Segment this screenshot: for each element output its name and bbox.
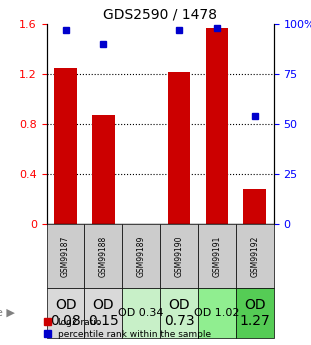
Bar xyxy=(244,189,266,224)
Text: OD
1.27: OD 1.27 xyxy=(239,298,270,328)
Bar xyxy=(206,28,228,224)
Text: OD
0.08: OD 0.08 xyxy=(50,298,81,328)
FancyBboxPatch shape xyxy=(198,224,236,288)
Text: GSM99191: GSM99191 xyxy=(212,236,221,277)
Text: OD
0.73: OD 0.73 xyxy=(164,298,194,328)
Bar xyxy=(54,68,77,224)
FancyBboxPatch shape xyxy=(122,288,160,338)
Text: OD 1.02: OD 1.02 xyxy=(194,308,240,318)
Text: GSM99192: GSM99192 xyxy=(250,236,259,277)
FancyBboxPatch shape xyxy=(47,224,85,288)
Legend: log2 ratio, percentile rank within the sample: log2 ratio, percentile rank within the s… xyxy=(42,316,213,341)
Title: GDS2590 / 1478: GDS2590 / 1478 xyxy=(103,8,217,22)
Text: GSM99189: GSM99189 xyxy=(137,236,146,277)
FancyBboxPatch shape xyxy=(122,224,160,288)
FancyBboxPatch shape xyxy=(47,288,85,338)
Text: GSM99187: GSM99187 xyxy=(61,236,70,277)
FancyBboxPatch shape xyxy=(160,224,198,288)
FancyBboxPatch shape xyxy=(85,288,122,338)
FancyBboxPatch shape xyxy=(160,288,198,338)
FancyBboxPatch shape xyxy=(236,224,274,288)
FancyBboxPatch shape xyxy=(198,288,236,338)
Text: OD
0.15: OD 0.15 xyxy=(88,298,119,328)
FancyBboxPatch shape xyxy=(85,224,122,288)
Bar xyxy=(92,116,115,224)
Bar xyxy=(168,72,190,224)
Text: age ▶: age ▶ xyxy=(0,308,15,318)
Text: GSM99188: GSM99188 xyxy=(99,236,108,277)
Text: OD 0.34: OD 0.34 xyxy=(118,308,164,318)
Text: GSM99190: GSM99190 xyxy=(174,235,183,277)
FancyBboxPatch shape xyxy=(236,288,274,338)
